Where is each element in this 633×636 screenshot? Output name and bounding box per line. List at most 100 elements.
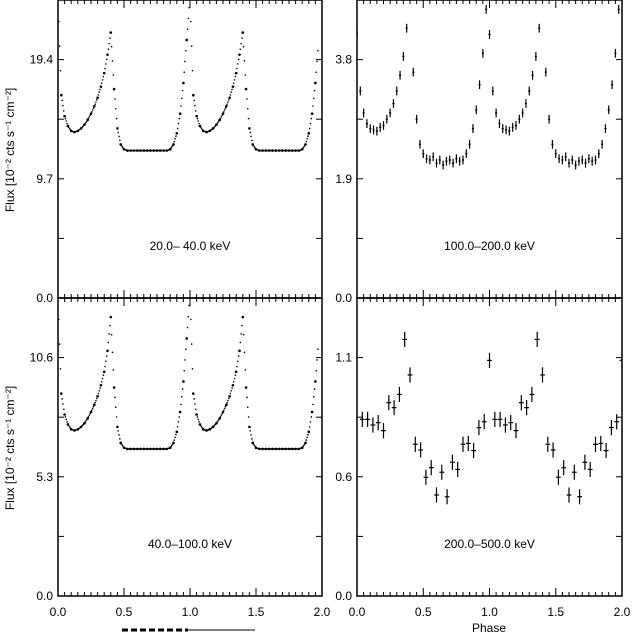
data-point: [241, 31, 245, 34]
data-point: [180, 403, 182, 406]
data-point-errorbar: [381, 423, 386, 439]
data-point-errorbar: [432, 152, 435, 162]
data-point-errorbar: [564, 152, 567, 162]
data-point: [108, 333, 110, 335]
energy-band-label: 100.0–200.0 keV: [444, 239, 535, 253]
data-point: [64, 416, 67, 418]
data-point-errorbar: [359, 411, 365, 427]
data-point: [226, 103, 228, 105]
data-point: [244, 386, 248, 389]
data-point-errorbar: [471, 442, 476, 459]
data-point: [241, 324, 243, 327]
data-point: [110, 45, 113, 48]
data-point: [106, 349, 109, 353]
data-point: [246, 406, 249, 408]
data-point: [114, 107, 117, 110]
x-tick-label: 0.5: [116, 605, 133, 619]
data-point-errorbar: [587, 154, 590, 164]
data-point: [226, 401, 228, 404]
data-point-errorbar: [604, 124, 607, 134]
data-point: [105, 355, 108, 357]
data-point: [61, 398, 63, 400]
data-point-errorbar: [534, 331, 540, 347]
data-point-errorbar: [558, 154, 561, 164]
data-point: [236, 365, 238, 368]
data-point-errorbar: [478, 80, 481, 90]
data-point-errorbar: [365, 119, 368, 128]
data-point: [188, 6, 190, 9]
data-point: [232, 82, 235, 85]
data-point: [115, 117, 118, 120]
data-point: [227, 399, 229, 402]
data-point: [87, 117, 90, 120]
data-point: [105, 360, 107, 363]
data-point: [197, 120, 200, 122]
data-point: [242, 45, 245, 48]
data-point: [119, 438, 121, 440]
data-point: [192, 392, 195, 395]
data-point-errorbar: [561, 460, 567, 476]
x-tick-label: 0.0: [349, 605, 366, 619]
data-point: [198, 421, 200, 423]
data-point: [220, 115, 223, 118]
data-point: [234, 370, 238, 374]
data-point-errorbar: [485, 5, 488, 14]
data-point: [84, 421, 87, 423]
x-tick-label: 1.5: [547, 605, 564, 619]
data-point: [237, 355, 240, 357]
data-point-errorbar: [481, 48, 484, 58]
data-point: [224, 405, 227, 408]
data-point: [95, 99, 98, 101]
plot-frame: [57, 0, 323, 299]
data-point-errorbar: [471, 124, 474, 134]
data-point: [97, 94, 100, 96]
data-point: [105, 58, 108, 61]
data-point-errorbar: [435, 158, 438, 168]
data-point: [175, 132, 179, 135]
data-point: [193, 99, 195, 102]
data-point: [219, 117, 222, 120]
data-point: [218, 118, 221, 122]
data-point: [243, 60, 246, 62]
data-point-errorbar: [534, 52, 537, 61]
data-point: [114, 98, 116, 100]
data-point: [117, 430, 120, 432]
data-point: [237, 58, 240, 61]
data-point: [228, 394, 231, 398]
data-point: [305, 439, 308, 441]
data-point: [241, 315, 245, 319]
data-point-errorbar: [607, 105, 610, 115]
data-point: [194, 110, 197, 112]
data-point: [86, 118, 89, 122]
data-point: [193, 398, 195, 400]
y-tick-label: 5.3: [36, 470, 53, 484]
data-series: [58, 6, 319, 152]
panel-bottom-right: 0.0 0.6 1.1 0.0 0.5 1.0 1.5 2.0 200.0–500.0 keV: [335, 297, 631, 619]
data-point: [117, 131, 120, 134]
data-point: [177, 421, 180, 423]
data-point-errorbar: [425, 154, 428, 164]
data-point: [178, 112, 182, 115]
data-point-errorbar: [511, 122, 514, 132]
data-point: [108, 42, 110, 45]
data-point: [180, 97, 183, 100]
data-point: [306, 138, 308, 140]
energy-band-label: 20.0– 40.0 keV: [150, 239, 231, 253]
data-point-errorbar: [582, 454, 588, 470]
data-point-errorbar: [465, 435, 471, 452]
data-point: [308, 127, 311, 130]
data-point: [312, 403, 314, 406]
data-point: [247, 416, 250, 418]
data-point: [231, 387, 233, 389]
y-axis-title-top: Flux [10⁻² cts s⁻¹ cm⁻²]: [3, 88, 17, 212]
data-point-errorbar: [476, 420, 482, 436]
data-point-errorbar: [460, 436, 466, 452]
data-point: [59, 368, 62, 370]
data-point-errorbar: [556, 469, 561, 485]
data-point: [230, 91, 233, 93]
data-point-errorbar: [450, 454, 455, 470]
data-point: [249, 430, 252, 432]
data-point: [225, 403, 228, 407]
data-point: [105, 63, 107, 65]
data-point-errorbar: [438, 155, 441, 165]
